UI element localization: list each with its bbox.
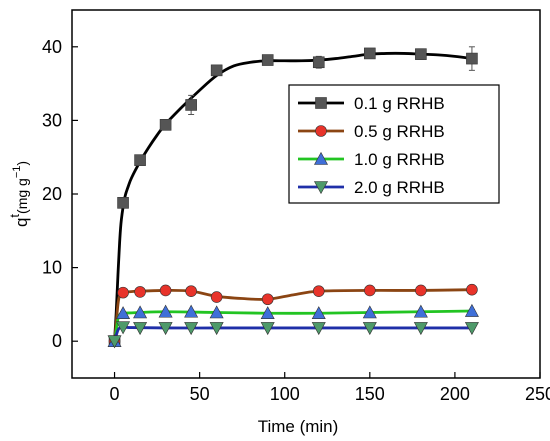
y-tick-label: 20 [42, 184, 62, 204]
y-axis-title-sup: t [7, 214, 22, 218]
data-point [312, 285, 325, 297]
data-point [158, 322, 173, 336]
legend-label: 0.1 g RRHB [354, 94, 445, 113]
data-point [133, 322, 148, 336]
y-tick-label: 40 [42, 37, 62, 57]
data-point [312, 56, 325, 69]
data-point [311, 306, 326, 320]
x-tick-label: 100 [270, 384, 300, 404]
legend-marker [315, 125, 327, 137]
data-point [261, 293, 274, 306]
data-point [107, 335, 122, 349]
y-axis-title: qt(mg g−1) [7, 161, 31, 227]
legend-marker [315, 97, 327, 109]
data-point [260, 322, 275, 336]
x-tick-label: 50 [190, 384, 210, 404]
data-point [311, 322, 326, 336]
legend: 0.1 g RRHB 0.5 g RRHB 1.0 g RRHB 2.0 g RRHB [288, 84, 500, 204]
legend-entry-1: 0.1 g RRHB [298, 94, 445, 113]
series-4 [107, 321, 479, 349]
data-point [185, 99, 197, 111]
data-point [466, 52, 478, 65]
data-point [413, 304, 428, 318]
y-tick-label: 10 [42, 258, 62, 278]
legend-entry-2: 0.5 g RRHB [298, 122, 445, 141]
data-point [133, 305, 148, 319]
y-axis-title-q: q [12, 218, 31, 227]
data-point [413, 322, 428, 336]
series-2 [108, 283, 478, 348]
data-point [158, 304, 173, 318]
data-point [116, 306, 131, 320]
data-point [364, 284, 376, 297]
y-axis-title-exp: −1 [11, 166, 23, 179]
data-point [159, 284, 172, 297]
data-point [184, 304, 199, 318]
x-tick-label: 0 [110, 384, 120, 404]
y-axis-title-unit: (mg g [14, 178, 30, 214]
data-point [415, 48, 427, 60]
data-point [116, 321, 131, 335]
x-tick-label: 150 [355, 384, 385, 404]
data-point [185, 285, 197, 297]
data-point [364, 47, 376, 60]
data-point [209, 322, 224, 336]
legend-label: 1.0 g RRHB [354, 150, 445, 169]
data-point [210, 291, 223, 303]
x-axis-title: Time (min) [258, 417, 339, 436]
y-axis-title-close: ) [14, 161, 30, 166]
data-point [362, 322, 377, 336]
data-point [184, 322, 199, 336]
x-tick-label: 200 [440, 384, 470, 404]
plot-area [107, 46, 479, 349]
data-point [210, 64, 223, 77]
data-point [117, 286, 129, 299]
data-point [464, 322, 479, 336]
legend-entry-4: 2.0 g RRHB [298, 178, 445, 197]
data-point [159, 119, 172, 131]
legend-entry-3: 1.0 g RRHB [298, 150, 445, 169]
y-axis: 0 10 20 30 40 [42, 37, 78, 351]
legend-label: 0.5 g RRHB [354, 122, 445, 141]
y-tick-label: 0 [52, 331, 62, 351]
data-point [134, 154, 146, 166]
legend-label: 2.0 g RRHB [354, 178, 445, 197]
data-point [415, 284, 427, 297]
data-point [362, 305, 377, 319]
x-tick-label: 250 [525, 384, 550, 404]
data-point [464, 303, 479, 317]
data-point [260, 306, 275, 320]
legend-marker [313, 151, 329, 165]
data-point [134, 286, 146, 298]
data-point [466, 283, 478, 296]
svg-text:qt(mg g−1): qt(mg g−1) [7, 161, 31, 227]
x-axis: 0 50 100 150 200 250 [110, 372, 550, 404]
legend-marker [313, 181, 329, 195]
data-point [261, 54, 274, 66]
data-point [117, 197, 129, 209]
y-tick-label: 30 [42, 110, 62, 130]
data-point [209, 305, 224, 319]
